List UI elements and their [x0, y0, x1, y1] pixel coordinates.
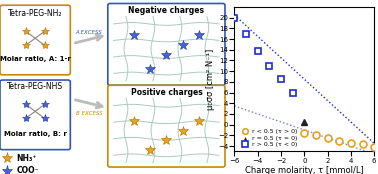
FancyBboxPatch shape: [108, 85, 225, 167]
FancyBboxPatch shape: [0, 5, 70, 75]
Legend: r < 0.5 (τ > 0), r = 0.5 (τ = 0), r > 0.5 (τ < 0): r < 0.5 (τ > 0), r = 0.5 (τ = 0), r > 0.…: [237, 128, 299, 148]
Y-axis label: μ₀σσ [cm² N⁻¹]: μ₀σσ [cm² N⁻¹]: [206, 49, 215, 110]
Text: Negative charges: Negative charges: [129, 6, 204, 15]
X-axis label: Charge molarity, τ [mmol/L]: Charge molarity, τ [mmol/L]: [245, 166, 364, 174]
Text: A EXCESS: A EXCESS: [76, 30, 102, 35]
Text: Molar ratio, A: 1-r: Molar ratio, A: 1-r: [0, 56, 71, 62]
Text: COO⁻: COO⁻: [16, 166, 39, 174]
FancyBboxPatch shape: [0, 80, 70, 150]
FancyBboxPatch shape: [108, 3, 225, 85]
Text: NH₃⁺: NH₃⁺: [16, 154, 37, 163]
Text: Positive charges: Positive charges: [130, 88, 202, 97]
Text: Tetra-PEG-NHS: Tetra-PEG-NHS: [7, 82, 63, 92]
Text: Tetra-PEG-NH₂: Tetra-PEG-NH₂: [8, 9, 62, 18]
Text: Molar ratio, B: r: Molar ratio, B: r: [4, 131, 67, 137]
Text: B EXCESS: B EXCESS: [76, 111, 102, 116]
